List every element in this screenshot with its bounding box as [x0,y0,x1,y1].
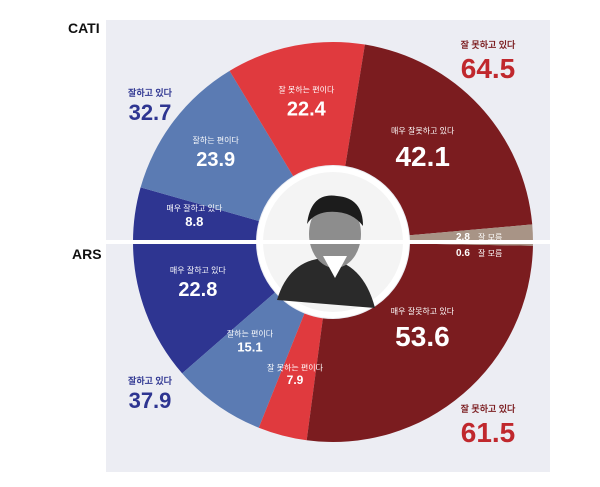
ars-slice-0 [133,242,275,374]
cati-slice-label-3: 매우 잘못하고 있다 [391,126,455,136]
cati-negative-total-label: 잘 못하고 있다 [461,39,516,50]
cati-slice-value-0: 8.8 [185,214,203,229]
ars-positive-total-label: 잘하고 있다 [128,375,173,386]
half-divider [106,240,550,244]
ars-negative-total-label: 잘 못하고 있다 [461,403,516,414]
cati-slice-label-2: 잘 못하는 편이다 [278,85,335,95]
cati-slice-0 [133,187,259,242]
cati-dont-know-label: 잘 모름 [478,233,502,242]
cati-slice-1 [140,70,294,221]
cati-slice-2 [229,41,365,177]
ars-slice-label-3: 매우 잘못하고 있다 [391,306,455,316]
ars-slice-1 [182,292,305,428]
cati-label: CATI [68,20,100,36]
ars-slice-3 [306,243,533,442]
cati-slice-4 [409,224,533,242]
cati-slice-value-3: 42.1 [395,141,450,172]
ars-slice-value-2: 7.9 [287,373,304,387]
cati-negative-total-value: 64.5 [461,53,516,84]
ars-slice-label-2: 잘 못하는 편이다 [267,362,324,372]
ars-label: ARS [72,246,102,262]
cati-slice-value-2: 22.4 [287,99,327,121]
cati-slice-value-1: 23.9 [196,149,235,171]
cati-slice-label-0: 매우 잘하고 있다 [166,203,223,213]
ars-slice-label-1: 잘하는 편이다 [227,328,274,338]
ars-dont-know-label: 잘 모름 [478,249,502,258]
ars-slice-value-1: 15.1 [237,339,262,354]
cati-dont-know-value: 2.8 [456,232,470,243]
cati-positive-total-value: 32.7 [129,100,172,125]
ars-negative-total-value: 61.5 [461,417,516,448]
cati-slice-3 [345,44,533,236]
cati-positive-total-label: 잘하고 있다 [128,87,173,98]
ars-slice-2 [258,313,323,441]
ars-slice-value-3: 53.6 [395,321,450,352]
ars-slice-value-0: 22.8 [178,279,217,301]
cati-slice-label-1: 잘하는 편이다 [193,135,240,145]
ars-slice-label-0: 매우 잘하고 있다 [170,265,227,275]
ars-positive-total-value: 37.9 [129,388,172,413]
ars-dont-know-value: 0.6 [456,248,470,259]
